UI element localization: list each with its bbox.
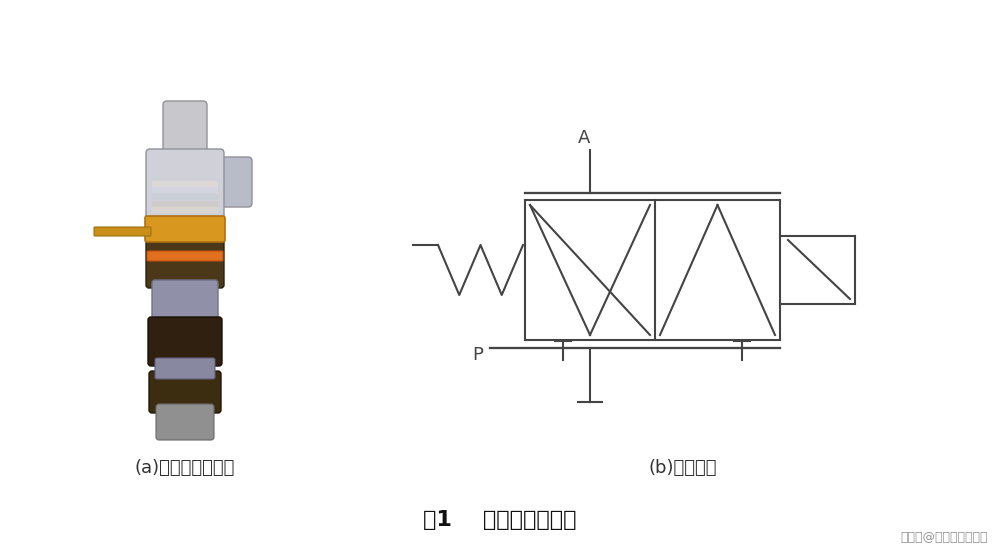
FancyBboxPatch shape (147, 251, 223, 261)
Text: (b)原理简图: (b)原理简图 (648, 459, 717, 477)
Text: A: A (578, 129, 590, 147)
FancyBboxPatch shape (152, 186, 218, 193)
FancyBboxPatch shape (152, 201, 218, 207)
FancyBboxPatch shape (163, 101, 207, 164)
FancyBboxPatch shape (146, 234, 224, 288)
Text: (a)电磁阀实物简图: (a)电磁阀实物简图 (135, 459, 235, 477)
FancyBboxPatch shape (152, 180, 218, 187)
FancyBboxPatch shape (152, 206, 218, 213)
Text: 图1    电磁阀结构简图: 图1 电磁阀结构简图 (423, 510, 577, 530)
FancyBboxPatch shape (94, 227, 151, 236)
FancyBboxPatch shape (146, 149, 224, 227)
Text: P: P (473, 346, 483, 364)
FancyBboxPatch shape (152, 194, 218, 200)
FancyBboxPatch shape (148, 317, 222, 366)
FancyBboxPatch shape (155, 358, 215, 379)
FancyBboxPatch shape (156, 404, 214, 440)
FancyBboxPatch shape (206, 157, 252, 207)
FancyBboxPatch shape (152, 280, 218, 326)
FancyBboxPatch shape (145, 216, 225, 242)
FancyBboxPatch shape (149, 371, 221, 413)
Text: 搜狐号@嘉可自动化仪表: 搜狐号@嘉可自动化仪表 (901, 531, 988, 544)
